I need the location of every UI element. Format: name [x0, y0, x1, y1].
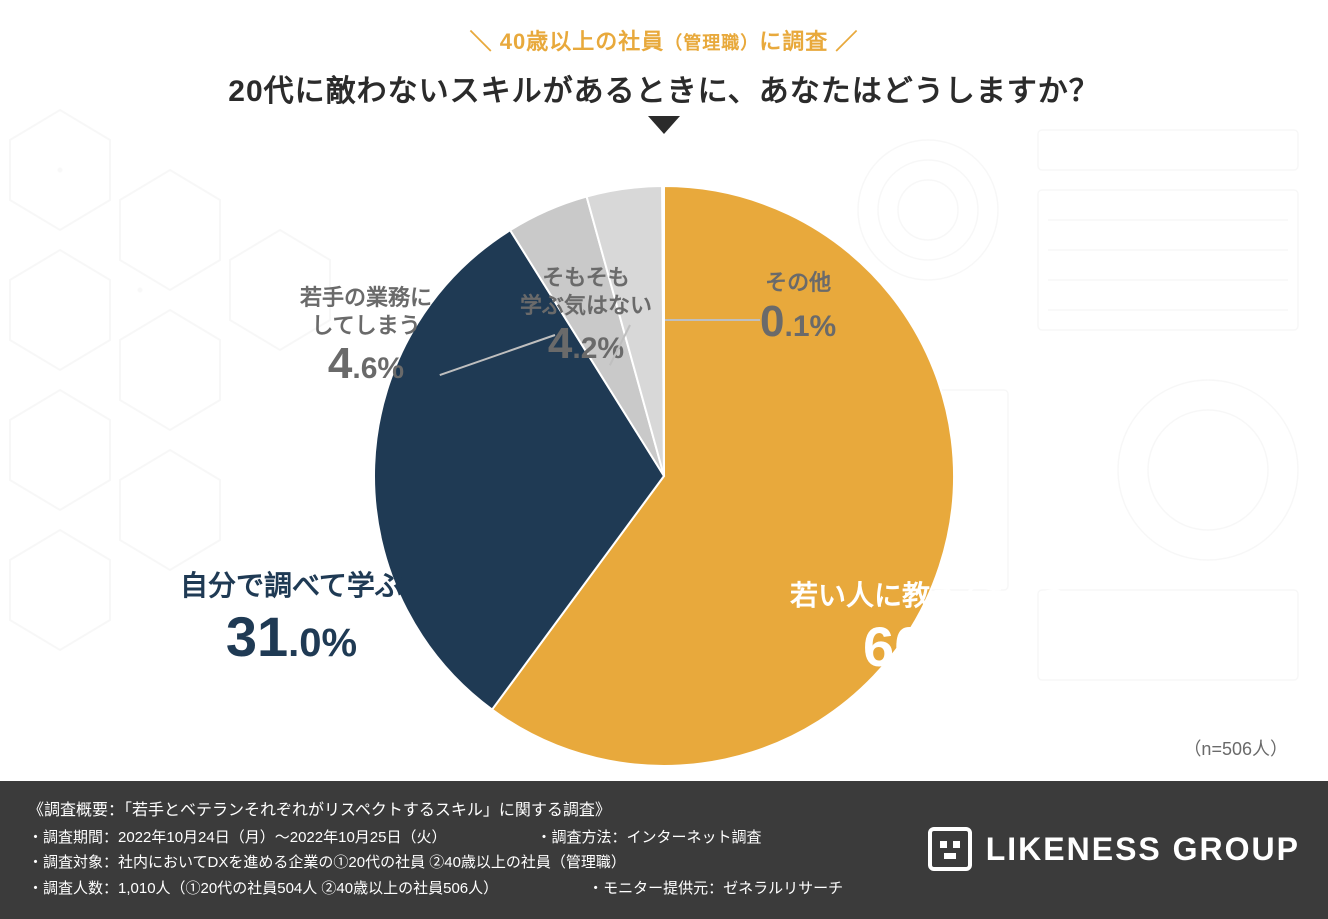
- callout-percent: 4.6%: [300, 339, 432, 389]
- pie-chart: [364, 176, 964, 776]
- callout-label-text: そもそも 学ぶ気はない: [520, 264, 652, 319]
- brand: LIKENESS GROUP: [928, 827, 1300, 871]
- footer-row2: ・調査対象：社内においてDXを進める企業の①20代の社員 ②40歳以上の社員（管…: [28, 850, 843, 876]
- question-title: 20代に敵わないスキルがあるときに、あなたはどうしますか？: [0, 66, 1328, 110]
- footer-row1-right: ・調査方法：インターネット調査: [536, 825, 761, 851]
- slice-callout: その他0.1%: [760, 269, 836, 347]
- footer-row1-left: ・調査期間：2022年10月24日（月）〜2022年10月25日（火）: [28, 825, 446, 851]
- slice-main-label: 自分で調べて学ぶ31.0%: [180, 564, 403, 669]
- slice-label-text: 自分で調べて学ぶ: [180, 564, 403, 604]
- footer-row3-right: ・モニター提供元：ゼネラルリサーチ: [588, 876, 843, 902]
- sample-size-note: （n=506人）: [1183, 735, 1288, 761]
- footer: 《調査概要：「若手とベテランそれぞれがリスペクトするスキル」に関する調査》 ・調…: [0, 781, 1328, 919]
- survey-tag: 40歳以上の社員（管理職）に調査: [0, 24, 1328, 56]
- survey-tag-tail: に調査: [759, 29, 828, 54]
- callout-percent: 4.2%: [520, 319, 652, 369]
- survey-tag-main: 40歳以上の社員: [500, 29, 664, 54]
- callout-percent: 0.1%: [760, 297, 836, 347]
- callout-label-text: 若手の業務に してしまう: [300, 284, 432, 339]
- footer-details: 《調査概要：「若手とベテランそれぞれがリスペクトするスキル」に関する調査》 ・調…: [28, 797, 843, 901]
- slice-main-label: 若い人に教えてもらう60.1%: [790, 574, 1067, 679]
- slice-label-text: 若い人に教えてもらう: [790, 574, 1067, 614]
- slice-percent: 60.1%: [790, 614, 1067, 679]
- survey-tag-sub: （管理職）: [664, 33, 759, 53]
- header: 40歳以上の社員（管理職）に調査 20代に敵わないスキルがあるときに、あなたはど…: [0, 0, 1328, 134]
- chart-area: 若い人に教えてもらう60.1% 自分で調べて学ぶ31.0% 若手の業務に してしまう…: [0, 134, 1328, 794]
- pointer-icon: [648, 116, 680, 134]
- footer-row3-left: ・調査人数：1,010人（①20代の社員504人 ②40歳以上の社員506人）: [28, 876, 498, 902]
- slice-callout: 若手の業務に してしまう4.6%: [300, 284, 432, 389]
- brand-logo-icon: [928, 827, 972, 871]
- footer-title: 《調査概要：「若手とベテランそれぞれがリスペクトするスキル」に関する調査》: [28, 797, 843, 824]
- slice-percent: 31.0%: [180, 604, 403, 669]
- callout-label-text: その他: [760, 269, 836, 297]
- slice-callout: そもそも 学ぶ気はない4.2%: [520, 264, 652, 369]
- brand-name: LIKENESS GROUP: [986, 831, 1300, 868]
- callout-leader-line: [665, 319, 760, 321]
